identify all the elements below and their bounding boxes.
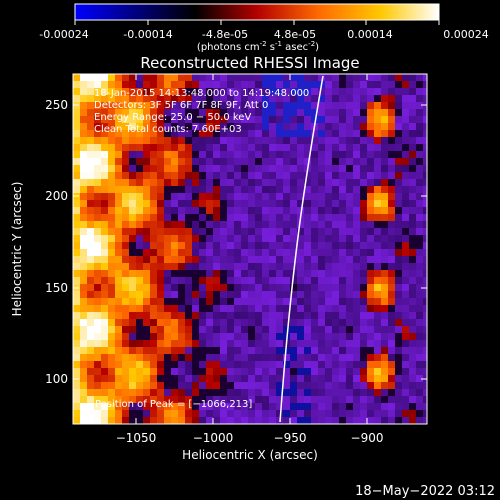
footer-timestamp: 18−May−2022 03:12 [355,484,495,499]
y-tick-label: 200 [45,189,68,203]
annotation-clean: Clean Total counts: 7.60E+03 [94,124,242,135]
x-tick-label: −900 [351,431,384,445]
image-annotations: 18-Jan-2015 14:13:48.000 to 14:19:48.000… [94,88,309,410]
solar-limb [279,75,324,423]
plot-frame [72,73,428,425]
colorbar-tick-label: -0.00024 [39,28,88,41]
colorbar-tick-label: 4.8e-05 [274,28,316,41]
x-tick-label: −1050 [116,431,157,445]
colorbar-tick-label: -0.00014 [123,28,172,41]
y-tick-label: 150 [45,281,68,295]
y-tick-label: 250 [45,98,68,112]
y-tick-label: 100 [45,372,68,386]
image-pixels [73,74,427,424]
axis-ticks [73,74,427,424]
colorbar-tick-label: -4.8e-05 [202,28,248,41]
x-tick-label: −1000 [193,431,234,445]
hxr-image [73,74,427,424]
colorbar: -0.00024 -0.00014 -4.8e-05 4.8e-05 0.000… [39,3,489,53]
colorbar-tick-label: 0.00024 [443,28,489,41]
plot-title: Reconstructed RHESSI Image [140,54,359,72]
x-axis-label: Heliocentric X (arcsec) [182,448,318,462]
colorbar-gradient [74,3,440,21]
colorbar-tick-label: 0.00014 [347,28,393,41]
annotation-detectors: Detectors: 3F 5F 6F 7F 8F 9F, Att 0 [94,100,268,111]
annotation-energy: Energy Range: 25.0 − 50.0 keV [94,112,251,123]
x-tick-label: −950 [274,431,307,445]
annotation-peak: Position of Peak = [−1066,213] [95,399,252,410]
y-axis-label: Heliocentric Y (arcsec) [10,182,24,317]
annotation-time: 18-Jan-2015 14:13:48.000 to 14:19:48.000 [94,88,309,99]
colorbar-units: (photons cm-2 s-1 asec-2) [197,40,319,53]
